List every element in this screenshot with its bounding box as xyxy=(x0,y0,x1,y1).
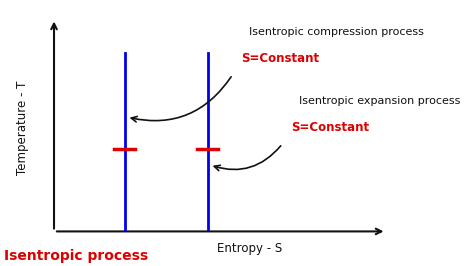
Text: Temperature - T: Temperature - T xyxy=(16,81,29,175)
Text: S=Constant: S=Constant xyxy=(241,52,319,65)
Text: Entropy - S: Entropy - S xyxy=(217,242,282,255)
Text: Isentropic expansion process: Isentropic expansion process xyxy=(299,96,461,106)
Text: Isentropic process: Isentropic process xyxy=(4,249,148,263)
Text: S=Constant: S=Constant xyxy=(291,121,369,134)
Text: Isentropic compression process: Isentropic compression process xyxy=(249,27,424,37)
